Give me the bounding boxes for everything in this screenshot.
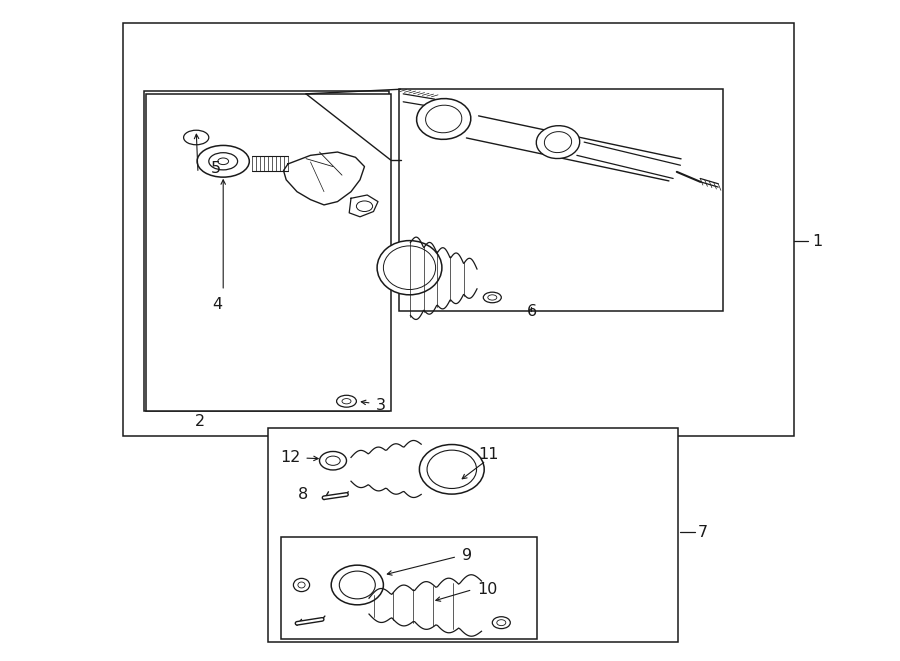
Bar [144, 91, 389, 411]
Text: 3: 3 [376, 399, 386, 413]
Ellipse shape [492, 617, 510, 629]
Ellipse shape [536, 126, 580, 159]
Ellipse shape [320, 451, 346, 470]
Text: 6: 6 [526, 305, 536, 319]
Ellipse shape [339, 571, 375, 599]
Ellipse shape [383, 246, 436, 290]
Ellipse shape [331, 565, 383, 605]
Ellipse shape [337, 395, 356, 407]
Text: 8: 8 [298, 487, 308, 502]
Ellipse shape [184, 130, 209, 145]
Ellipse shape [483, 292, 501, 303]
Bar [123, 23, 794, 436]
Text: 2: 2 [194, 414, 205, 428]
Bar [268, 428, 678, 642]
Bar [281, 537, 537, 639]
Ellipse shape [298, 582, 305, 588]
Text: 7: 7 [698, 525, 707, 539]
Bar [146, 94, 391, 411]
Text: 11: 11 [479, 447, 499, 462]
Text: 10: 10 [477, 582, 498, 597]
Ellipse shape [377, 241, 442, 295]
Ellipse shape [293, 578, 310, 592]
Text: 4: 4 [212, 297, 223, 311]
Text: 1: 1 [812, 234, 822, 249]
Text: 5: 5 [211, 161, 221, 176]
Ellipse shape [488, 295, 497, 300]
Ellipse shape [218, 158, 229, 165]
Bar [399, 89, 723, 311]
Ellipse shape [427, 450, 477, 488]
Ellipse shape [419, 444, 484, 494]
Ellipse shape [544, 132, 572, 153]
Ellipse shape [209, 153, 238, 170]
Ellipse shape [326, 456, 340, 465]
Ellipse shape [356, 201, 373, 212]
Ellipse shape [426, 105, 462, 133]
Ellipse shape [417, 98, 471, 139]
Text: 12: 12 [280, 450, 301, 465]
Text: 9: 9 [462, 548, 472, 563]
Ellipse shape [497, 620, 506, 625]
Ellipse shape [197, 145, 249, 177]
Ellipse shape [342, 399, 351, 404]
